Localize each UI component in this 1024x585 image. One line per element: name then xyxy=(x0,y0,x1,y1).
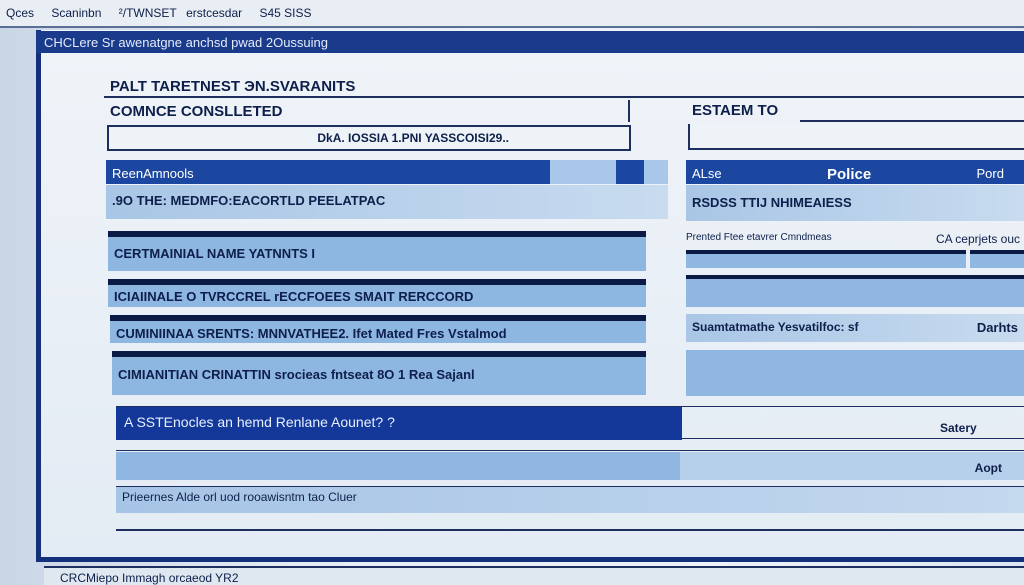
status-bar: CRCMiepo Immagh orcaeod YR2 xyxy=(44,566,1024,585)
right-table-header: ALse Police Pord xyxy=(686,160,1024,184)
header-spacer xyxy=(550,160,616,184)
table-row[interactable] xyxy=(686,350,1024,396)
table-row[interactable]: CUMINIINAA SRENTS: MNNVATHEE2. Ifet Mate… xyxy=(110,315,646,343)
divider xyxy=(682,438,1024,439)
menu-item[interactable]: erstcesdar xyxy=(186,6,243,20)
header-block xyxy=(616,160,644,184)
note-right: CA ceprjets ouc xyxy=(935,232,1020,246)
header-spacer xyxy=(644,160,668,184)
left-table-header: ReenAmnools xyxy=(106,160,550,184)
form-heading: PALT TAREТNEST ЭN.SVARANITS xyxy=(110,78,356,95)
menu-item[interactable]: Scaninbn xyxy=(51,6,102,20)
record-input[interactable]: DkA. IOSSIA 1.PNI YASSCOISI29.. xyxy=(107,125,631,151)
table-row[interactable]: .9O THE: MEDMFO:EACORTLD PEELATPAC xyxy=(106,185,668,219)
divider xyxy=(104,96,1024,98)
banner-right-label: Satery xyxy=(940,421,977,435)
note-row: Prieernes Alde orl uod rooawisntm tao Cl… xyxy=(116,487,1024,513)
status-label: COMNCE CONSLLETED xyxy=(110,103,283,120)
row-value: Darhts xyxy=(976,320,1018,335)
window-title: CHCLere Sr awenatgne anchsd pwad 2Oussui… xyxy=(36,31,1024,53)
table-row[interactable]: CIMIANITIAN CRINATTIN srocieas fntseat 8… xyxy=(112,351,646,395)
table-row[interactable] xyxy=(970,250,1024,268)
column-header[interactable]: Police xyxy=(826,166,872,183)
table-row[interactable] xyxy=(686,275,1024,307)
divider xyxy=(628,100,630,122)
menu-item[interactable]: S45 SISS xyxy=(259,6,312,20)
menu-item[interactable]: ²/TWNSET xyxy=(118,6,177,20)
table-row[interactable] xyxy=(686,250,966,268)
top-menu-bar: Qces Scaninbn ²/TWNSET erstcesdar S45 SI… xyxy=(0,0,1024,28)
column-header[interactable]: Pord xyxy=(976,166,1004,181)
divider xyxy=(116,450,1024,451)
note-row: Prented Ftee etavrer Cmndmeas CA ceprjet… xyxy=(686,232,1024,246)
column-header[interactable]: ALse xyxy=(692,166,722,181)
table-row[interactable]: Suamtatmathe Yesvatilfoc: sf Darhts xyxy=(686,314,1024,342)
action-row-right[interactable]: Aopt xyxy=(680,452,1024,480)
table-row[interactable]: CERTMAINIAL NAME YATNNTS I xyxy=(108,231,646,271)
note-left: Prented Ftee etavrer Cmndmeas xyxy=(686,232,832,243)
table-row[interactable]: RSDSS TTIJ NHIMEAIESS xyxy=(686,185,1024,221)
divider xyxy=(116,406,1024,407)
table-row[interactable]: ICIAIINALE O TVRCCREL rECCFOEES SMAIT RE… xyxy=(108,279,646,307)
banner[interactable]: A SSTEnocles an hemd Renlane Aounet? ? xyxy=(116,407,682,440)
row-text: Suamtatmathe Yesvatilfoc: sf xyxy=(692,320,859,334)
divider xyxy=(800,120,1024,122)
divider xyxy=(116,486,1024,487)
right-label: ESTAEM TO xyxy=(692,102,779,119)
menu-item[interactable]: Qces xyxy=(6,6,35,20)
right-input[interactable] xyxy=(688,124,1024,150)
action-row[interactable] xyxy=(116,452,680,480)
divider xyxy=(116,529,1024,531)
